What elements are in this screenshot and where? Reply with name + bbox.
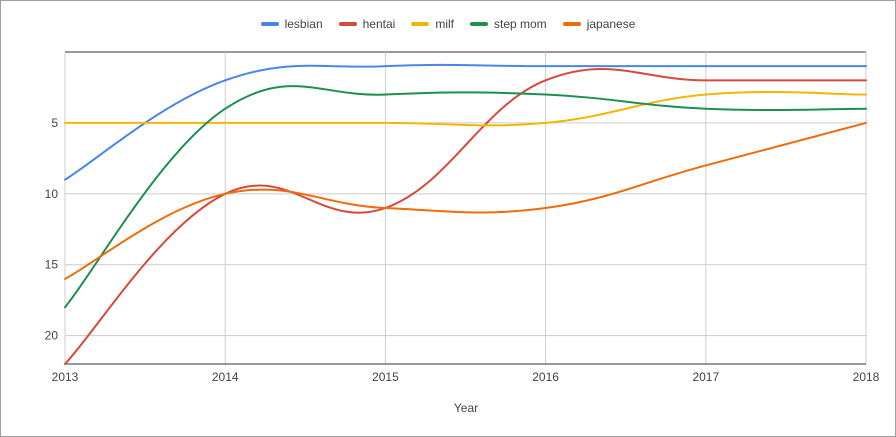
legend-item-japanese[interactable]: japanese	[562, 17, 636, 31]
legend-swatch-milf	[411, 22, 430, 26]
y-tick-label: 20	[45, 329, 59, 343]
x-tick-label: 2018	[853, 370, 880, 384]
legend-label-lesbian: lesbian	[284, 17, 323, 31]
chart-legend: lesbian hentai milf step mom japanese	[1, 17, 895, 31]
legend-label-step-mom: step mom	[494, 17, 547, 31]
x-axis-title: Year	[454, 401, 478, 415]
legend-label-hentai: hentai	[362, 17, 396, 31]
series-line-milf[interactable]	[64, 91, 867, 127]
series-line-step-mom[interactable]	[64, 85, 867, 309]
y-tick-label: 5	[51, 116, 58, 130]
series-line-hentai[interactable]	[64, 68, 867, 365]
series-line-japanese[interactable]	[64, 121, 867, 280]
legend-item-hentai[interactable]: hentai	[338, 17, 396, 31]
legend-item-lesbian[interactable]: lesbian	[260, 17, 323, 31]
legend-label-japanese: japanese	[586, 17, 636, 31]
x-tick-label: 2013	[52, 370, 79, 384]
legend-swatch-japanese	[562, 22, 581, 26]
legend-item-step-mom[interactable]: step mom	[470, 17, 547, 31]
legend-swatch-lesbian	[260, 22, 279, 26]
y-tick-label: 10	[45, 187, 59, 201]
x-tick-label: 2017	[692, 370, 719, 384]
series-line-lesbian[interactable]	[64, 63, 867, 181]
tick-layer: 5 10 15 20 2013 2014 2015 2016 2017 2018	[45, 116, 880, 384]
legend-item-milf[interactable]: milf	[411, 17, 454, 31]
x-tick-label: 2016	[532, 370, 559, 384]
legend-swatch-step-mom	[470, 22, 488, 26]
legend-label-milf: milf	[435, 17, 454, 31]
series-layer	[64, 63, 867, 365]
legend-swatch-hentai	[338, 22, 357, 26]
x-tick-label: 2015	[372, 370, 399, 384]
y-tick-label: 15	[45, 258, 59, 272]
x-tick-label: 2014	[212, 370, 239, 384]
